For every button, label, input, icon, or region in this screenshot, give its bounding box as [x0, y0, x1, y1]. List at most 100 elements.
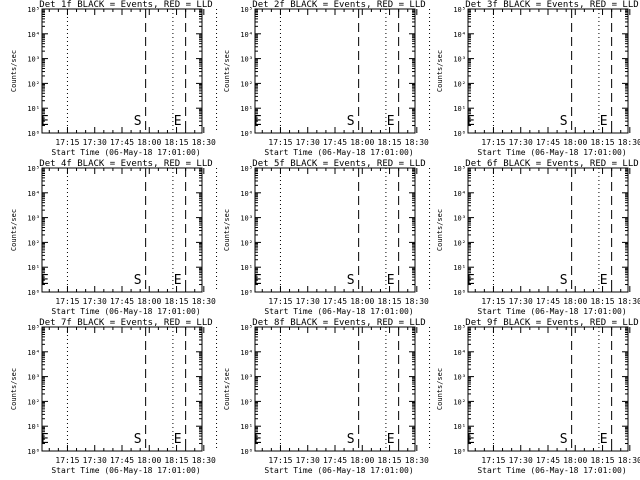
- x-tick-label: 18:15: [590, 138, 614, 147]
- y-axis-label: Counts/sec: [10, 50, 18, 92]
- x-tick-label: 18:15: [590, 297, 614, 306]
- marker-label-start: E: [467, 273, 475, 288]
- x-tick-label: 18:30: [618, 297, 640, 306]
- y-tick-label: 10²: [27, 239, 40, 247]
- x-tick-label: 17:30: [296, 138, 320, 147]
- x-tick-label: 17:30: [296, 456, 320, 465]
- x-tick-label: 17:15: [268, 297, 292, 306]
- y-tick-label: 10⁵: [453, 6, 466, 14]
- x-axis-label: Start Time (06-May-18 17:01:00): [477, 148, 626, 157]
- x-axis-label: Start Time (06-May-18 17:01:00): [264, 466, 413, 475]
- y-tick-label: 10⁵: [240, 165, 253, 173]
- y-tick-label: 10⁴: [240, 31, 253, 39]
- x-tick-label: 17:45: [536, 456, 560, 465]
- marker-label-s: S: [560, 432, 568, 447]
- x-tick-label: 18:15: [377, 456, 401, 465]
- marker-label-s: S: [134, 114, 142, 129]
- marker-label-e: E: [174, 432, 182, 447]
- x-tick-label: 18:00: [137, 138, 161, 147]
- y-tick-label: 10¹: [453, 423, 466, 431]
- y-tick-label: 10³: [240, 56, 253, 64]
- marker-label-s: S: [560, 114, 568, 129]
- y-tick-label: 10⁵: [240, 324, 253, 332]
- y-tick-label: 10³: [27, 215, 40, 223]
- x-tick-label: 17:45: [110, 138, 134, 147]
- y-tick-label: 10⁰: [27, 289, 40, 297]
- x-tick-label: 18:30: [618, 138, 640, 147]
- chart-title: Det 1f BLACK = Events, RED = LLD: [39, 0, 212, 10]
- y-tick-label: 10⁵: [27, 6, 40, 14]
- y-axis-label: Counts/sec: [223, 368, 231, 410]
- marker-label-e: E: [387, 114, 395, 129]
- y-tick-label: 10⁴: [240, 349, 253, 357]
- x-tick-label: 18:30: [192, 138, 216, 147]
- x-tick-label: 18:00: [350, 138, 374, 147]
- chart-title: Det 7f BLACK = Events, RED = LLD: [39, 318, 212, 328]
- y-tick-label: 10²: [453, 398, 466, 406]
- y-tick-label: 10⁴: [27, 31, 40, 39]
- marker-label-e: E: [600, 114, 608, 129]
- y-tick-label: 10²: [240, 239, 253, 247]
- x-tick-label: 17:30: [296, 297, 320, 306]
- y-tick-label: 10⁰: [453, 448, 466, 456]
- x-axis-label: Start Time (06-May-18 17:01:00): [51, 148, 200, 157]
- y-tick-label: 10¹: [240, 264, 253, 272]
- y-tick-label: 10²: [27, 80, 40, 88]
- marker-label-start: E: [254, 432, 262, 447]
- y-axis-label: Counts/sec: [223, 209, 231, 251]
- x-tick-label: 17:15: [55, 138, 79, 147]
- y-tick-label: 10²: [453, 239, 466, 247]
- x-tick-label: 18:15: [377, 297, 401, 306]
- marker-label-e: E: [600, 432, 608, 447]
- y-tick-label: 10⁴: [27, 349, 40, 357]
- x-tick-label: 17:15: [481, 297, 505, 306]
- marker-label-s: S: [347, 432, 355, 447]
- x-axis-label: Start Time (06-May-18 17:01:00): [477, 307, 626, 316]
- y-tick-label: 10⁵: [27, 165, 40, 173]
- x-tick-label: 17:30: [509, 456, 533, 465]
- x-tick-label: 17:30: [509, 138, 533, 147]
- y-tick-label: 10⁵: [27, 324, 40, 332]
- x-tick-label: 18:30: [618, 456, 640, 465]
- y-tick-label: 10³: [27, 56, 40, 64]
- y-tick-label: 10⁰: [453, 130, 466, 138]
- x-tick-label: 17:15: [268, 456, 292, 465]
- chart-panel-1: Det 1f BLACK = Events, RED = LLD 10⁰ 10¹ 10…: [10, 0, 218, 157]
- x-tick-label: 17:45: [536, 297, 560, 306]
- y-tick-label: 10³: [240, 215, 253, 223]
- y-axis-label: Counts/sec: [10, 368, 18, 410]
- chart-panel-5: Det 5f BLACK = Events, RED = LLD 10⁰ 10¹ 10…: [223, 159, 431, 316]
- y-tick-label: 10³: [453, 215, 466, 223]
- y-tick-label: 10²: [453, 80, 466, 88]
- x-tick-label: 18:30: [405, 456, 429, 465]
- y-axis-label: Counts/sec: [436, 368, 444, 410]
- x-tick-label: 18:00: [137, 456, 161, 465]
- y-axis-label: Counts/sec: [10, 209, 18, 251]
- y-tick-label: 10⁰: [27, 448, 40, 456]
- chart-panel-6: Det 6f BLACK = Events, RED = LLD 10⁰ 10¹ 10…: [436, 159, 640, 316]
- x-tick-label: 17:15: [55, 456, 79, 465]
- marker-label-start: E: [467, 432, 475, 447]
- y-tick-label: 10³: [453, 56, 466, 64]
- y-tick-label: 10¹: [453, 264, 466, 272]
- chart-panel-4: Det 4f BLACK = Events, RED = LLD 10⁰ 10¹ 10…: [10, 159, 218, 316]
- marker-label-s: S: [134, 273, 142, 288]
- chart-panel-2: Det 2f BLACK = Events, RED = LLD 10⁰ 10¹ 10…: [223, 0, 431, 157]
- x-tick-label: 18:30: [405, 297, 429, 306]
- x-axis-label: Start Time (06-May-18 17:01:00): [477, 466, 626, 475]
- y-tick-label: 10⁴: [453, 31, 466, 39]
- y-tick-label: 10⁰: [240, 130, 253, 138]
- marker-label-s: S: [560, 273, 568, 288]
- x-tick-label: 17:30: [509, 297, 533, 306]
- y-axis-label: Counts/sec: [223, 50, 231, 92]
- marker-label-e: E: [387, 432, 395, 447]
- y-tick-label: 10¹: [27, 264, 40, 272]
- marker-label-e: E: [174, 273, 182, 288]
- y-tick-label: 10¹: [240, 105, 253, 113]
- chart-title: Det 2f BLACK = Events, RED = LLD: [252, 0, 425, 10]
- chart-title: Det 4f BLACK = Events, RED = LLD: [39, 159, 212, 169]
- chart-title: Det 6f BLACK = Events, RED = LLD: [465, 159, 638, 169]
- x-tick-label: 18:30: [192, 297, 216, 306]
- y-tick-label: 10³: [240, 374, 253, 382]
- y-tick-label: 10⁰: [240, 448, 253, 456]
